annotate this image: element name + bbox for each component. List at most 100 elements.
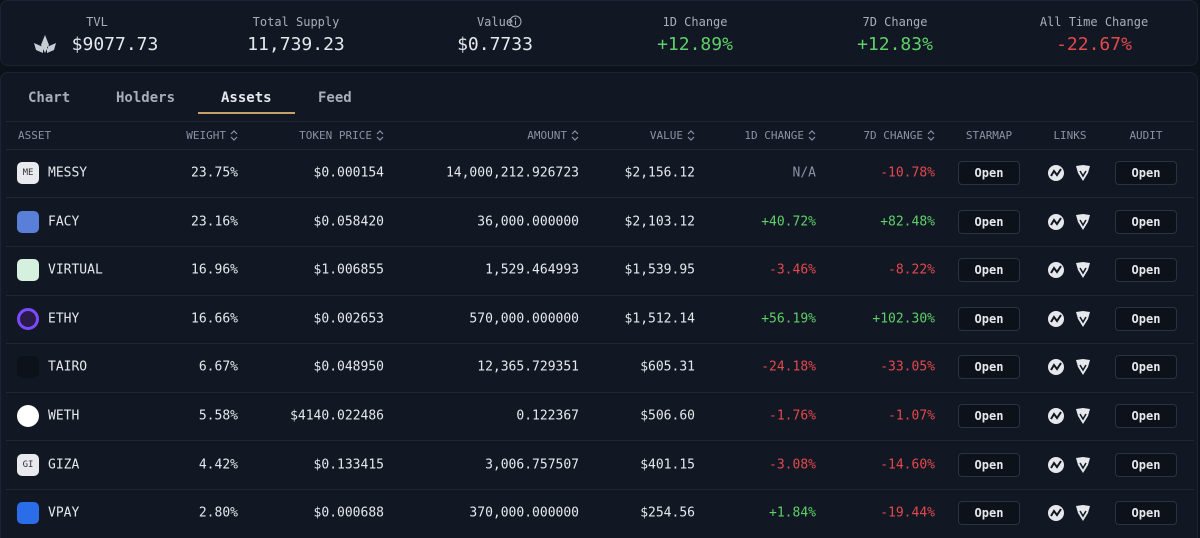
tab[interactable]: Feed <box>318 90 352 106</box>
tab[interactable]: Assets <box>221 90 272 106</box>
column-header[interactable]: WEIGHT <box>186 129 226 142</box>
asset-icon <box>17 405 39 427</box>
cell-weight: 16.66% <box>191 311 238 327</box>
cell-value: $1,539.95 <box>624 262 695 278</box>
cell-change-1d: +40.72% <box>761 214 816 230</box>
cell-weight: 16.96% <box>191 262 238 278</box>
starmap-button[interactable]: Open <box>958 501 1020 526</box>
row-divider <box>6 343 1194 345</box>
stat-value: 11,739.23 <box>247 34 345 55</box>
cell-token-price: $4140.022486 <box>290 408 384 424</box>
column-header[interactable]: AMOUNT <box>527 129 567 142</box>
cell-weight: 4.42% <box>198 457 238 473</box>
asset-icon <box>17 210 39 233</box>
audit-button[interactable]: Open <box>1115 452 1177 477</box>
audit-button[interactable]: Open <box>1115 355 1177 380</box>
cell-change-7d: +82.48% <box>880 214 935 230</box>
tvl-icon <box>34 35 56 53</box>
sort-icon[interactable] <box>808 130 816 141</box>
cell-change-7d: -19.44% <box>880 505 935 521</box>
starmap-button[interactable]: Open <box>958 258 1020 283</box>
link-icons[interactable] <box>1047 455 1093 475</box>
link-icons[interactable] <box>1047 406 1093 426</box>
cell-token-price: $0.000154 <box>313 165 384 181</box>
stats-bar <box>0 0 1198 66</box>
stat-value: +12.83% <box>857 34 933 55</box>
cell-token-price: $1.006855 <box>313 262 384 278</box>
column-header[interactable]: 7D CHANGE <box>863 129 923 142</box>
stat-value: $0.7733 <box>457 34 533 55</box>
asset-name: WETH <box>48 408 80 424</box>
cell-change-1d: +56.19% <box>761 311 816 327</box>
sort-icon[interactable] <box>571 130 579 141</box>
link-icons[interactable] <box>1047 309 1093 329</box>
cell-token-price: $0.000688 <box>313 505 384 521</box>
column-header[interactable]: 1D CHANGE <box>744 129 804 142</box>
audit-button[interactable]: Open <box>1115 306 1177 331</box>
asset-icon: GI <box>17 453 39 476</box>
link-icons[interactable] <box>1047 260 1093 280</box>
cell-token-price: $0.133415 <box>313 457 384 473</box>
audit-button[interactable]: Open <box>1115 258 1177 283</box>
link-icons[interactable] <box>1047 163 1093 183</box>
cell-weight: 2.80% <box>198 505 238 521</box>
cell-amount: 0.122367 <box>516 408 579 424</box>
tab-underline <box>198 112 295 114</box>
cell-token-price: $0.048950 <box>313 359 384 375</box>
sort-icon[interactable] <box>687 130 695 141</box>
cell-change-1d: -24.18% <box>761 359 816 375</box>
cell-value: $254.56 <box>640 505 695 521</box>
asset-icon <box>17 307 39 330</box>
cell-change-1d: N/A <box>792 165 816 181</box>
cell-amount: 36,000.000000 <box>477 214 579 230</box>
tab[interactable]: Holders <box>116 90 176 106</box>
audit-button[interactable]: Open <box>1115 161 1177 185</box>
asset-name: TAIRO <box>48 359 88 375</box>
sort-icon[interactable] <box>230 130 238 141</box>
cell-value: $506.60 <box>640 408 695 424</box>
cell-weight: 23.16% <box>191 214 238 230</box>
column-header: LINKS <box>1053 129 1087 142</box>
cell-weight: 6.67% <box>198 359 238 375</box>
cell-value: $2,103.12 <box>624 214 695 230</box>
stat-label: Value <box>476 15 514 29</box>
cell-change-1d: -1.76% <box>769 408 816 424</box>
cell-value: $401.15 <box>640 457 695 473</box>
column-header: STARMAP <box>965 129 1013 142</box>
starmap-button[interactable]: Open <box>958 161 1020 185</box>
cell-amount: 370,000.000000 <box>469 505 579 521</box>
audit-button[interactable]: Open <box>1115 501 1177 526</box>
link-icons[interactable] <box>1047 503 1093 523</box>
starmap-button[interactable]: Open <box>958 355 1020 380</box>
starmap-button[interactable]: Open <box>958 306 1020 331</box>
asset-icon <box>17 502 39 525</box>
starmap-button[interactable]: Open <box>958 404 1020 428</box>
starmap-button[interactable]: Open <box>958 452 1020 477</box>
cell-weight: 23.75% <box>191 165 238 181</box>
info-icon[interactable] <box>509 15 522 28</box>
divider <box>6 149 1194 150</box>
starmap-button[interactable]: Open <box>958 209 1020 234</box>
cell-change-1d: +1.84% <box>769 505 816 521</box>
stat-value: +12.89% <box>657 34 733 55</box>
cell-change-7d: -14.60% <box>880 457 935 473</box>
row-divider <box>6 440 1194 442</box>
audit-button[interactable]: Open <box>1115 209 1177 234</box>
audit-button[interactable]: Open <box>1115 404 1177 428</box>
column-header[interactable]: TOKEN PRICE <box>299 129 372 142</box>
asset-name: VIRTUAL <box>48 262 103 278</box>
link-icons[interactable] <box>1047 212 1093 232</box>
link-icons[interactable] <box>1047 357 1093 377</box>
cell-value: $2,156.12 <box>624 165 695 181</box>
sort-icon[interactable] <box>927 130 935 141</box>
asset-name: FACY <box>48 214 80 230</box>
row-divider <box>6 294 1194 296</box>
sort-icon[interactable] <box>376 130 384 141</box>
row-divider <box>6 245 1194 247</box>
stat-value: $9077.73 <box>71 34 159 55</box>
stat-label: 7D Change <box>862 15 928 29</box>
tab[interactable]: Chart <box>28 90 71 106</box>
column-header[interactable]: VALUE <box>649 129 683 142</box>
cell-change-7d: -8.22% <box>888 262 935 278</box>
